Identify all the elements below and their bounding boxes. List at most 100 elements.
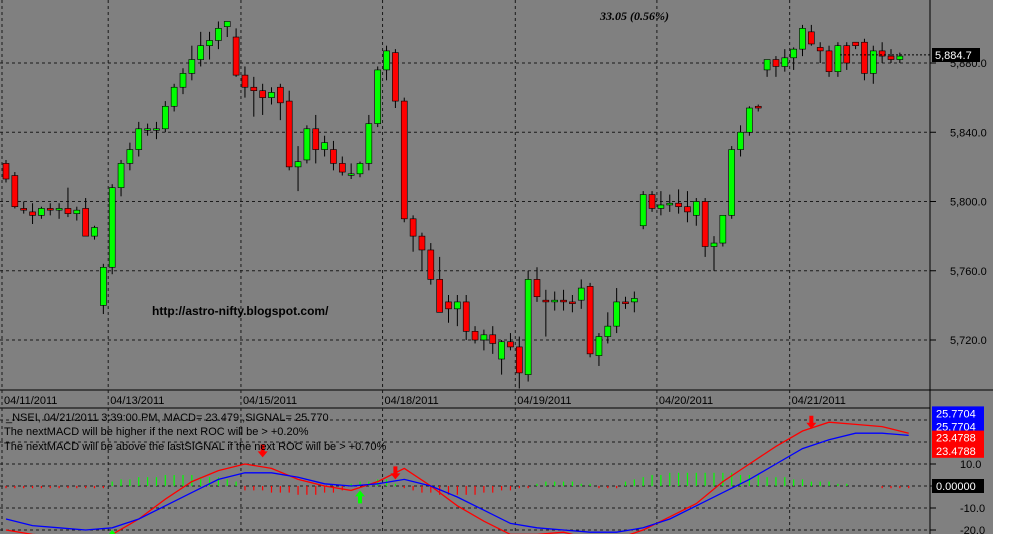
candle-body (135, 128, 143, 150)
date-axis-strip (0, 390, 930, 408)
candle-body (524, 279, 532, 375)
candle-body (188, 59, 196, 74)
macd-line (5, 421, 909, 534)
candle-body (595, 336, 603, 356)
value-tag-box (932, 419, 984, 434)
candle-body (719, 215, 727, 244)
candle-body (480, 334, 488, 341)
value-tag-box (932, 430, 984, 445)
candle-body (515, 346, 523, 374)
price-tick-label: 5,800.0 (950, 197, 987, 209)
candle-body (179, 73, 187, 88)
candle-body (825, 50, 833, 72)
candle-body (728, 149, 736, 216)
candle-body (878, 50, 886, 57)
candle-body (427, 249, 435, 280)
macd-signal-lines (5, 421, 909, 534)
candle-body (294, 161, 302, 168)
candle-body (330, 149, 337, 164)
candle-body (223, 21, 231, 27)
value-tag-box (932, 406, 984, 421)
candle-body (754, 105, 762, 109)
candle-body (604, 325, 612, 337)
candle-body (737, 131, 744, 150)
candle-body (808, 31, 815, 45)
indicator-info-line: _NSEI, 04/21/2011 3:39:00 PM, MACD= 23.4… (5, 412, 329, 424)
indicator-pane[interactable] (0, 408, 930, 534)
candle-body (569, 301, 576, 304)
candle-body (321, 142, 328, 150)
candle-body (82, 208, 89, 237)
candle-body (790, 48, 797, 59)
price-candles (2, 21, 930, 389)
date-label: 04/11/2011 (4, 395, 57, 407)
date-label: 04/19/2011 (517, 395, 571, 407)
candle-body (436, 279, 443, 313)
candle-body (710, 242, 718, 247)
candle-body (153, 128, 160, 131)
watermark-url: http://astro-nifty.blogspot.com/ (152, 304, 329, 318)
candle-body (896, 55, 904, 60)
date-axis: 04/11/2011 04/13/2011 04/15/2011 04/18/2011… (4, 395, 846, 407)
value-tag: 23.4788 (932, 430, 984, 445)
candle-body (657, 204, 665, 209)
signal-line (5, 432, 909, 533)
candle-body (586, 286, 594, 355)
candle-body (471, 331, 479, 341)
candle-body (622, 301, 629, 304)
candle-body (338, 163, 346, 173)
sell-arrow-icon (390, 466, 401, 480)
candle-body (834, 45, 842, 72)
candle-body (356, 163, 364, 175)
candle-body (772, 59, 780, 67)
candle-body (666, 202, 674, 206)
candle-body (631, 298, 638, 303)
candle-body (551, 299, 559, 303)
indicator-note-roc-higher: The nextMACD will be higher if the next … (4, 426, 309, 438)
candle-body (277, 86, 284, 104)
candle-body (445, 301, 452, 310)
change-text: 33.05 (0.56%) (599, 9, 669, 23)
candle-body (639, 194, 647, 227)
value-tag-label: 23.4788 (936, 433, 976, 445)
price-tick-label: 5,840.0 (950, 127, 987, 139)
last-price-tag: 5,884.7 (932, 48, 980, 62)
candle-body (303, 128, 311, 161)
candle-body (312, 128, 320, 150)
candle-body (29, 211, 36, 216)
candle-body (418, 235, 426, 251)
value-tag-label: 25.7704 (936, 408, 976, 420)
candle-body (117, 163, 125, 188)
price-axis: 5,880.05,840.05,800.05,760.05,720.0 (930, 58, 987, 347)
indicator-note-roc-above-signal: The nextMACD will be above the lastSIGNA… (4, 441, 387, 453)
candle-body (108, 187, 116, 268)
candle-body (542, 299, 550, 303)
value-tag: 25.7704 (932, 406, 984, 421)
candle-body (46, 208, 54, 211)
value-tag-box (932, 479, 984, 493)
candle-body (374, 69, 382, 124)
candle-body (746, 107, 753, 133)
candle-body (816, 47, 824, 52)
candle-body (869, 50, 877, 74)
candle-body (347, 173, 355, 176)
value-tag-label: 0.00000 (936, 481, 976, 493)
price-tick-label: 5,720.0 (950, 335, 987, 347)
candle-body (781, 57, 789, 67)
price-tick-label: 5,760.0 (950, 266, 987, 278)
candle-body (259, 90, 266, 98)
candle-body (144, 128, 151, 131)
macd-histogram (5, 472, 910, 495)
candle-body (498, 341, 505, 360)
date-label: 04/21/2011 (792, 395, 846, 407)
candle-body (215, 28, 222, 41)
candle-body (91, 227, 98, 237)
sell-arrow-icon (806, 415, 817, 429)
candle-body (462, 301, 470, 332)
candle-body (489, 334, 497, 344)
candle-body (861, 41, 868, 74)
candle-body (887, 55, 895, 60)
candle-body (577, 287, 585, 301)
candle-body (454, 301, 461, 310)
